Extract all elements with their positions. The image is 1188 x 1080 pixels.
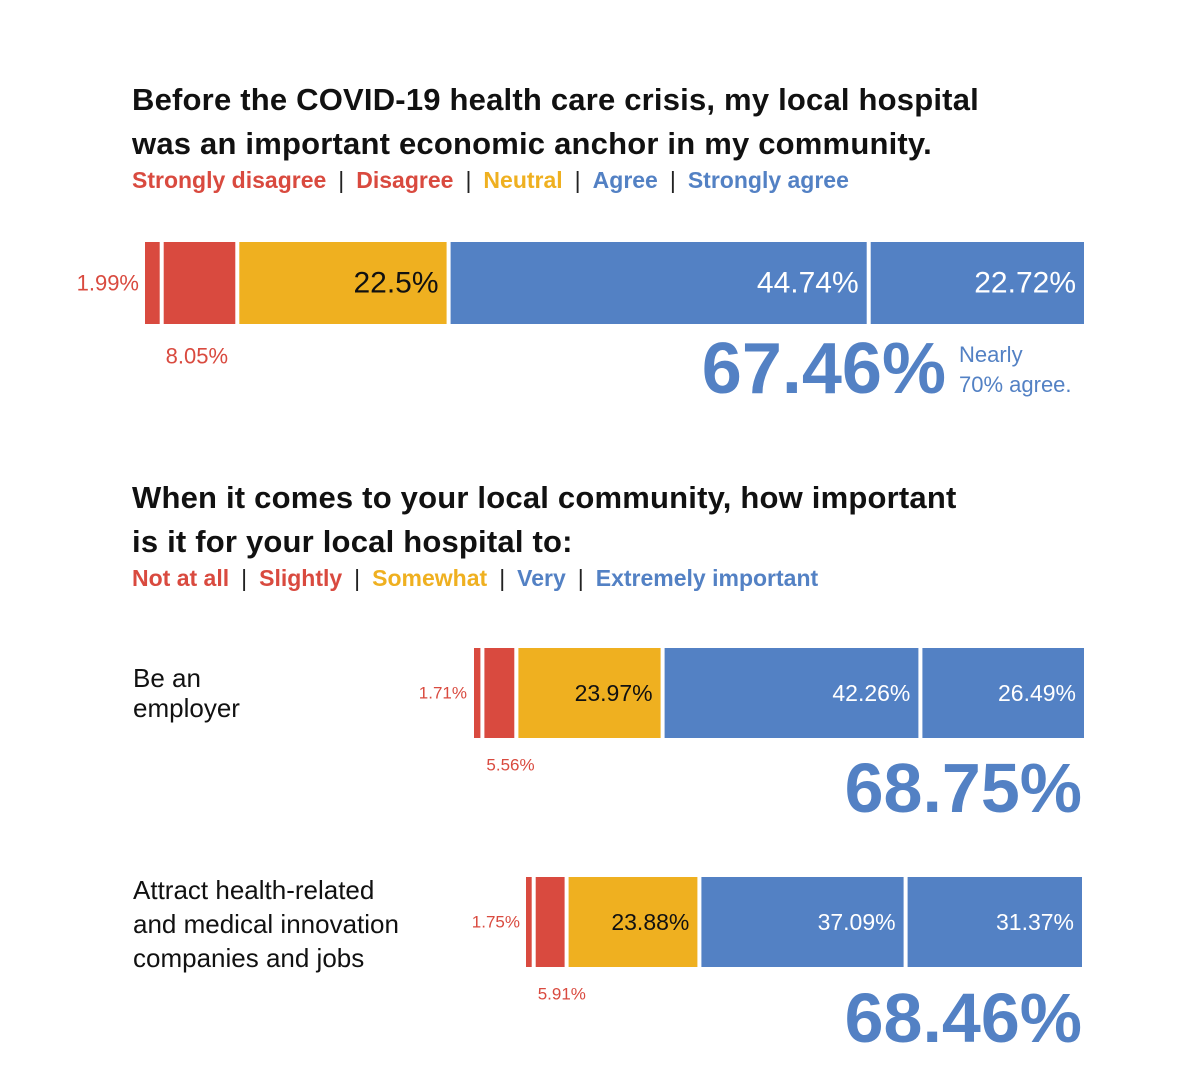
row1-bar-slightly xyxy=(484,648,515,738)
row1-bar-very xyxy=(664,648,919,738)
chart1-note-line2: 70% agree. xyxy=(959,372,1072,397)
chart1-legend: Strongly disagree | Disagree | Neutral | Agree… xyxy=(132,167,849,193)
row2-bar-slightly xyxy=(535,877,565,967)
row2-total: 68.46% xyxy=(845,979,1082,1057)
row2-bar-not-at-all xyxy=(526,877,532,967)
row2-label-line1: Attract health-related xyxy=(133,875,375,905)
legend2-item-2: Somewhat xyxy=(372,565,488,591)
row1-label-not-at-all: 1.71% xyxy=(419,684,467,703)
row1-label: Be an employer xyxy=(133,663,240,723)
legend1-item-2: Neutral xyxy=(483,167,563,193)
row2-bar-very xyxy=(701,877,904,967)
row2-label-somewhat: 23.88% xyxy=(611,909,689,935)
chart1-label-strongly-agree: 22.72% xyxy=(974,267,1076,300)
row1-label-somewhat: 23.97% xyxy=(575,680,653,706)
row2-label-line3: companies and jobs xyxy=(133,943,365,973)
row1-bar-not-at-all xyxy=(474,648,481,738)
legend2-item-3: Very xyxy=(517,565,566,591)
chart1-bar-neutral xyxy=(239,242,447,324)
chart1-bar-strongly-agree xyxy=(870,242,1084,324)
legend1-item-3: Agree xyxy=(592,167,658,193)
chart2-title: When it comes to your local community, h… xyxy=(132,476,957,564)
legend2-item-4: Extremely important xyxy=(595,565,819,591)
row1-label-slightly: 5.56% xyxy=(486,756,534,775)
legend2-item-1: Slightly xyxy=(259,565,343,591)
chart1-label-neutral: 22.5% xyxy=(353,267,438,300)
chart2-legend: Not at all | Slightly | Somewhat | Very | Extrem… xyxy=(132,565,819,591)
chart1-title: Before the COVID-19 health care crisis, … xyxy=(132,78,979,166)
chart1-total: 67.46% xyxy=(702,329,946,409)
row1-bar-somewhat xyxy=(518,648,661,738)
row1-bar-extremely-important xyxy=(922,648,1084,738)
legend1-item-4: Strongly agree xyxy=(687,167,849,193)
row2-label: Attract health-related and medical innov… xyxy=(133,873,399,975)
row1-total: 68.75% xyxy=(845,749,1082,827)
chart1-bar-disagree xyxy=(163,242,236,324)
row2-label-not-at-all: 1.75% xyxy=(472,913,520,932)
row2-label-line2: and medical innovation xyxy=(133,909,399,939)
row2-label-slightly: 5.91% xyxy=(538,985,586,1004)
row1-label-line1: Be an xyxy=(133,663,201,693)
legend1-item-0: Strongly disagree xyxy=(132,167,327,193)
row2-bar-extremely-important xyxy=(907,877,1082,967)
chart1-label-disagree: 8.05% xyxy=(166,344,228,369)
chart1-title-line1: Before the COVID-19 health care crisis, … xyxy=(132,82,979,117)
chart2-title-line2: is it for your local hospital to: xyxy=(132,524,573,559)
row1-label-extremely-important: 26.49% xyxy=(998,680,1076,706)
chart1-title-line2: was an important economic anchor in my c… xyxy=(132,126,932,161)
chart1-note-line1: Nearly xyxy=(959,342,1023,367)
row1-label-line2: employer xyxy=(133,693,240,723)
chart1-bar-strongly-disagree xyxy=(145,242,160,324)
chart1-bar-agree xyxy=(450,242,867,324)
row2-bar-somewhat xyxy=(568,877,698,967)
chart1-label-strongly-disagree: 1.99% xyxy=(77,271,139,296)
row2-label-extremely-important: 31.37% xyxy=(996,909,1074,935)
legend1-item-1: Disagree xyxy=(356,167,454,193)
legend2-item-0: Not at all xyxy=(132,565,230,591)
row2-label-very: 37.09% xyxy=(818,909,896,935)
chart1-label-agree: 44.74% xyxy=(757,267,859,300)
chart2-title-line1: When it comes to your local community, h… xyxy=(132,480,957,515)
row1-label-very: 42.26% xyxy=(832,680,910,706)
